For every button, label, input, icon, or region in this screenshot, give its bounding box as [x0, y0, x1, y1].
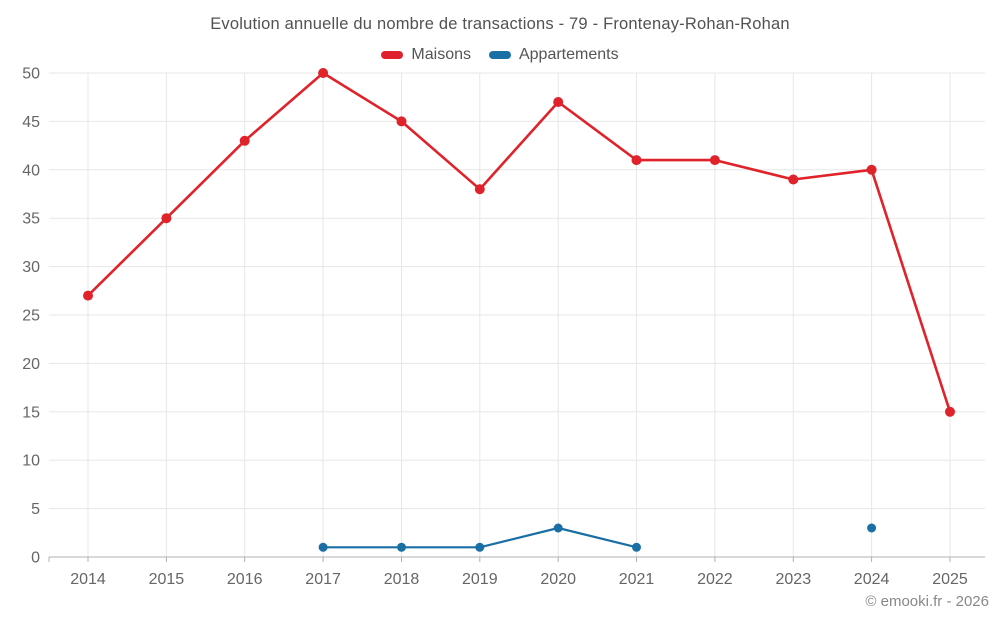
svg-text:2019: 2019	[462, 571, 498, 588]
point-maisons-2018[interactable]	[396, 116, 407, 127]
svg-text:30: 30	[22, 259, 40, 276]
svg-text:20: 20	[22, 356, 40, 373]
legend-item-maisons[interactable]: Maisons	[381, 46, 471, 64]
svg-text:2022: 2022	[697, 571, 733, 588]
svg-text:50: 50	[22, 66, 40, 83]
point-appartements-2021[interactable]	[632, 542, 641, 552]
point-appartements-2017[interactable]	[318, 542, 328, 552]
point-appartements-2018[interactable]	[397, 542, 406, 552]
appartements-series-swatch-icon	[488, 51, 511, 59]
point-maisons-2020[interactable]	[553, 97, 564, 107]
svg-text:2016: 2016	[227, 571, 263, 588]
series-appartements	[318, 523, 877, 552]
svg-text:2017: 2017	[305, 571, 341, 588]
chart-legend: Maisons Appartements	[0, 44, 1000, 66]
legend-item-appartements[interactable]: Appartements	[488, 46, 619, 64]
svg-text:40: 40	[22, 162, 40, 179]
chart-title: Evolution annuelle du nombre de transact…	[210, 15, 790, 33]
point-maisons-2019[interactable]	[474, 184, 485, 195]
svg-text:2023: 2023	[776, 571, 812, 588]
point-maisons-2023[interactable]	[788, 174, 799, 185]
svg-text:25: 25	[22, 308, 40, 325]
svg-text:45: 45	[22, 114, 40, 131]
point-maisons-2016[interactable]	[239, 135, 250, 146]
svg-text:2018: 2018	[384, 571, 420, 588]
svg-text:2020: 2020	[540, 571, 576, 588]
point-appartements-2019[interactable]	[475, 542, 485, 552]
svg-text:35: 35	[22, 211, 40, 228]
y-axis-labels: 0 5 10 15 20 25 30 35 40 45 50	[22, 66, 40, 567]
point-maisons-2022[interactable]	[709, 155, 720, 166]
point-maisons-2015[interactable]	[161, 213, 172, 224]
svg-text:2014: 2014	[70, 571, 106, 588]
point-maisons-2014[interactable]	[83, 290, 93, 301]
point-appartements-2024[interactable]	[867, 523, 877, 533]
x-axis-labels: 2014 2015 2016 2017 2018 2019 2020 2021 2022 2023…	[70, 571, 968, 588]
svg-text:0: 0	[31, 550, 40, 567]
x-axis	[48, 556, 985, 562]
svg-text:2021: 2021	[619, 571, 655, 588]
svg-text:2024: 2024	[854, 571, 890, 588]
svg-text:2025: 2025	[932, 571, 968, 588]
gridlines	[49, 72, 985, 558]
copyright-footer: © emooki.fr - 2026	[865, 593, 989, 610]
point-maisons-2021[interactable]	[631, 155, 642, 166]
point-maisons-2024[interactable]	[866, 164, 877, 175]
svg-text:10: 10	[22, 453, 40, 470]
point-maisons-2025[interactable]	[945, 406, 955, 417]
svg-text:2015: 2015	[149, 571, 185, 588]
maisons-series-swatch-icon	[381, 51, 404, 59]
series-maisons	[83, 68, 955, 417]
svg-text:5: 5	[31, 501, 40, 518]
point-appartements-2020[interactable]	[553, 523, 563, 533]
svg-text:15: 15	[22, 404, 40, 421]
legend-label-maisons: Maisons	[411, 46, 471, 63]
point-maisons-2017[interactable]	[318, 68, 329, 78]
legend-label-appartements: Appartements	[518, 46, 619, 63]
